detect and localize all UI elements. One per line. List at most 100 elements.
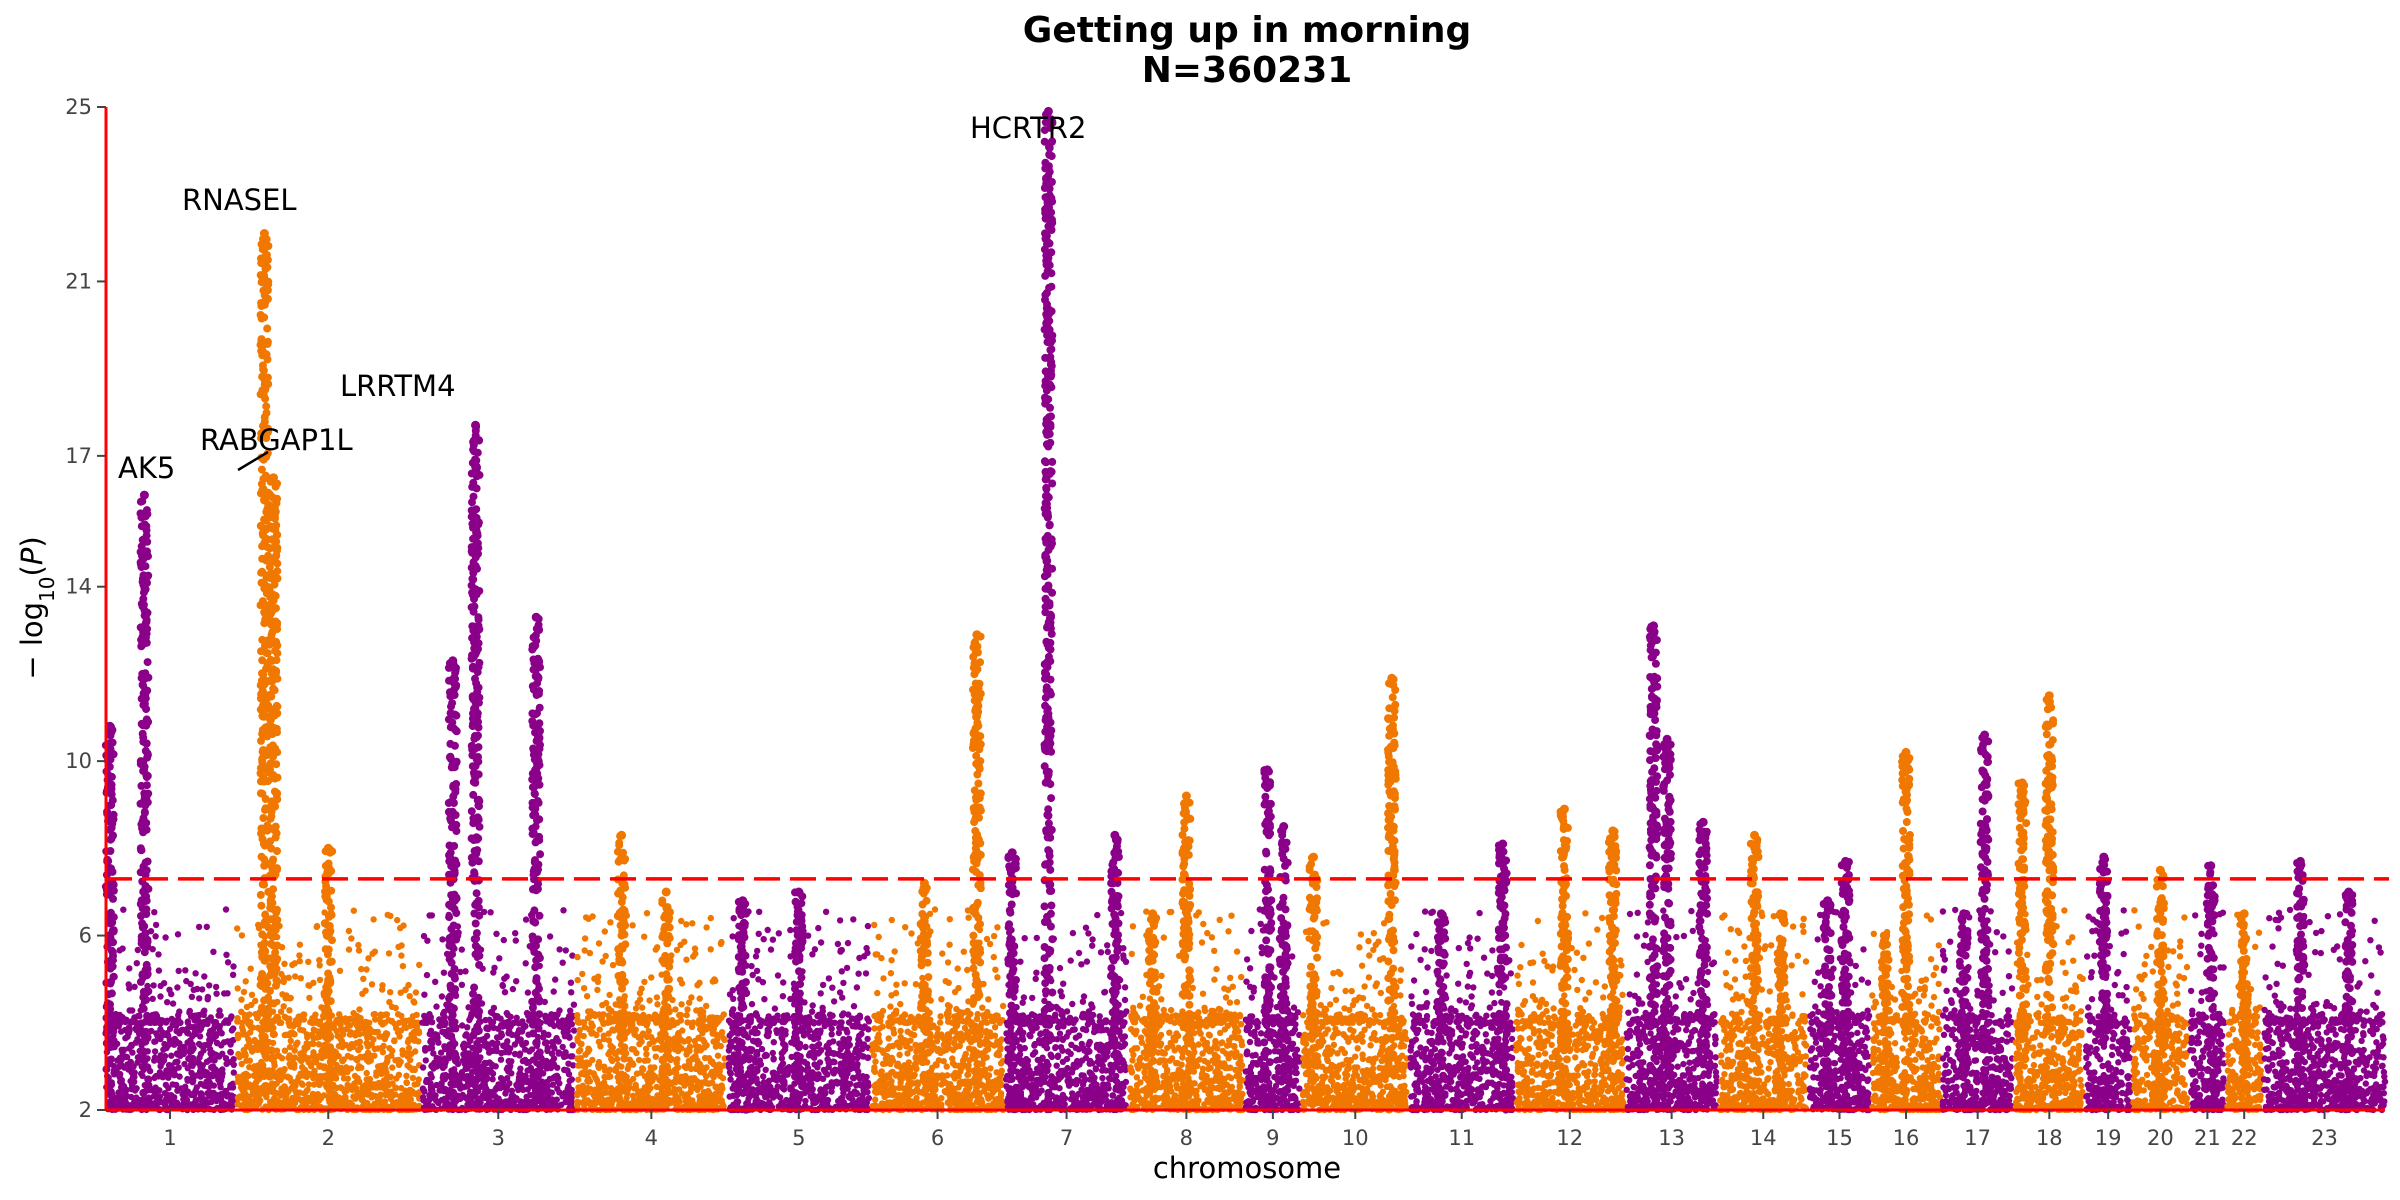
x-tick-label: 15: [1826, 1126, 1853, 1150]
x-tick-label: 1: [163, 1126, 176, 1150]
peak-top-chr4: [661, 887, 671, 897]
chromosome-7-points: [1002, 106, 1130, 1114]
peak-top-chr7: [1007, 848, 1017, 858]
peak-top-chr21: [2206, 861, 2216, 871]
x-tick-label: 19: [2095, 1126, 2122, 1150]
peak-top-chr5: [794, 887, 804, 897]
peak-top-chr13: [1649, 621, 1659, 631]
chromosome-9-points: [1242, 765, 1303, 1114]
x-tick-label: 17: [1964, 1126, 1991, 1150]
chromosome-16-points: [1869, 747, 1944, 1114]
gene-label-rnasel: RNASEL: [182, 183, 297, 217]
gene-label-rabgap1l: RABGAP1L: [200, 423, 353, 457]
peak-top-chr3: [531, 612, 541, 622]
peak-top-chr9: [1279, 822, 1289, 831]
gene-label-ak5: AK5: [118, 451, 175, 485]
peak-top-chr8: [1148, 909, 1158, 919]
chromosome-15-points: [1806, 856, 1873, 1114]
peak-top-chr3: [471, 420, 480, 430]
chromosome-21-points: [2187, 861, 2228, 1114]
peak-top-chr19: [2099, 852, 2109, 862]
peak-top-chr15: [1841, 856, 1850, 866]
peak-top-chr4: [617, 830, 627, 840]
peak-top-chr13: [1698, 817, 1708, 827]
y-tick-label: 6: [79, 924, 92, 948]
peak-top-chr2: [269, 473, 278, 483]
x-tick-label: 12: [1556, 1126, 1583, 1150]
chromosome-17-points: [1939, 730, 2016, 1114]
chromosome-5-points: [725, 887, 873, 1114]
x-tick-label: 22: [2231, 1126, 2258, 1150]
peak-top-chr15: [1823, 896, 1833, 906]
peak-top-chr11: [1498, 839, 1508, 849]
peak-top-chr7: [1043, 106, 1053, 116]
peak-top-chr18: [2017, 778, 2027, 788]
y-tick-label: 17: [65, 444, 92, 468]
peak-top-chr16: [1881, 931, 1891, 941]
gene-label-hcrtr2: HCRTR2: [970, 111, 1086, 145]
y-tick-label: 2: [79, 1098, 92, 1122]
peak-top-chr22: [2239, 909, 2249, 919]
chromosome-6-points: [869, 630, 1007, 1114]
chromosome-4-points: [574, 830, 728, 1114]
x-tick-label: 16: [1893, 1126, 1920, 1150]
gene-label-leader: [237, 450, 269, 472]
chromosome-1-points: [101, 490, 238, 1114]
peak-top-chr13: [1662, 734, 1672, 744]
peak-top-chr18: [2044, 691, 2054, 701]
y-tick-label: 25: [65, 95, 92, 119]
peak-top-chr5: [738, 896, 748, 906]
chromosome-8-points: [1126, 791, 1246, 1114]
gene-labels: AK5 RNASEL RABGAP1L LRRTM4 HCRTR2: [118, 111, 1086, 485]
y-tick-label: 21: [65, 269, 92, 293]
chromosome-19-points: [2083, 852, 2134, 1114]
x-tick-label: 9: [1266, 1126, 1279, 1150]
x-tick-label: 20: [2147, 1126, 2174, 1150]
peak-top-chr1: [105, 721, 115, 731]
x-tick-label: 8: [1180, 1126, 1193, 1150]
chart-subtitle: N=360231: [1142, 50, 1353, 91]
peak-top-chr14: [1776, 909, 1786, 919]
x-tick-label: 14: [1750, 1126, 1777, 1150]
x-tick-label: 7: [1060, 1126, 1073, 1150]
x-tick-label: 5: [792, 1126, 805, 1150]
x-tick-label: 21: [2194, 1126, 2221, 1150]
plot-points: [101, 106, 2389, 1114]
peak-top-chr10: [1309, 852, 1318, 862]
peak-top-chr10: [1387, 673, 1397, 683]
peak-top-chr12: [1559, 804, 1569, 814]
x-tick-label: 6: [931, 1126, 944, 1150]
x-tick-label: 10: [1342, 1126, 1369, 1150]
peak-top-chr1: [139, 490, 149, 500]
y-tick-label: 14: [65, 575, 92, 599]
x-tick-label: 4: [645, 1126, 658, 1150]
chromosome-14-points: [1717, 830, 1810, 1114]
x-tick-label: 23: [2311, 1126, 2338, 1150]
peak-top-chr7: [1110, 830, 1120, 840]
chromosome-11-points: [1407, 839, 1517, 1114]
chromosome-3-points: [419, 420, 578, 1114]
peak-top-chr6: [919, 878, 929, 888]
peak-top-chr23: [2295, 856, 2305, 866]
peak-top-chr16: [1901, 747, 1911, 757]
peak-top-chr11: [1436, 909, 1446, 919]
peak-top-chr8: [1181, 791, 1191, 801]
x-tick-label: 13: [1658, 1126, 1685, 1150]
gene-label-lrrtm4: LRRTM4: [340, 369, 456, 403]
peak-top-chr14: [1750, 830, 1759, 840]
peak-top-chr17: [1959, 909, 1969, 919]
chromosome-18-points: [2012, 691, 2086, 1114]
chromosome-22-points: [2224, 909, 2265, 1114]
y-axis-label: − log10(P): [15, 536, 59, 679]
x-axis-label: chromosome: [1153, 1151, 1341, 1185]
peak-top-chr17: [1980, 730, 1990, 740]
peak-top-chr2: [259, 229, 269, 238]
x-tick-label: 2: [322, 1126, 335, 1150]
chromosome-20-points: [2130, 865, 2191, 1114]
chromosome-12-points: [1513, 804, 1627, 1114]
peak-top-chr23: [2344, 887, 2354, 897]
chromosome-10-points: [1299, 673, 1411, 1114]
y-tick-label: 10: [65, 749, 92, 773]
chromosome-23-points: [2260, 856, 2389, 1114]
